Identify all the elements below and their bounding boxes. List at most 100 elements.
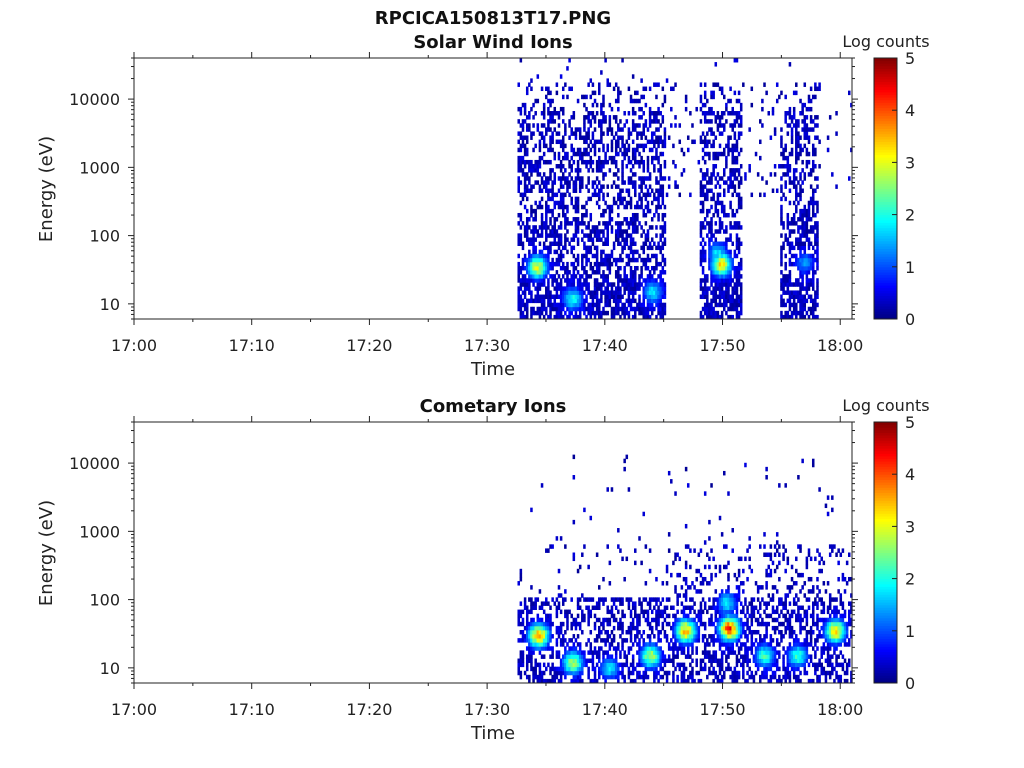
heatmap-cell [716,274,720,279]
heatmap-cell [572,245,576,251]
heatmap-cell [589,139,593,145]
heatmap-cell [634,188,637,193]
heatmap-cell [542,261,546,267]
heatmap-cell [549,544,552,549]
heatmap-cell [795,314,798,320]
heatmap-cell [521,290,525,295]
heatmap-cell [581,650,584,655]
heatmap-cell [689,564,692,570]
heatmap-cell [780,282,783,287]
heatmap-cell [646,290,650,295]
heatmap-cell [610,282,614,287]
heatmap-cell [612,613,616,619]
heatmap-cell [583,270,586,275]
heatmap-cell [644,86,648,92]
heatmap-cell [547,601,550,606]
heatmap-cell [574,625,578,631]
heatmap-cell [714,135,718,140]
heatmap-cell [534,629,537,635]
heatmap-cell [714,638,718,643]
heatmap-cell [521,629,525,635]
heatmap-cell [629,168,633,173]
heatmap-cell [583,306,586,312]
heatmap-cell [648,111,652,116]
heatmap-cell [547,298,550,304]
heatmap-cell [519,159,523,165]
heatmap-cell [659,164,662,169]
heatmap-cell [684,564,688,570]
heatmap-cell [572,204,576,210]
heatmap-cell [610,613,614,619]
heatmap-cell [784,155,787,161]
heatmap-cell [699,662,703,668]
heatmap-cell [583,147,586,153]
heatmap-cell [625,662,629,668]
heatmap-cell [811,119,815,124]
heatmap-cell [710,282,713,287]
heatmap-cell [750,605,754,610]
heatmap-cell [718,217,722,222]
colorbar-swatch [874,238,897,242]
heatmap-cell [729,221,732,226]
heatmap-cell [773,164,777,169]
heatmap-cells [517,58,853,320]
heatmap-cell [606,282,609,287]
heatmap-cell [708,106,711,112]
heatmap-cell [680,634,684,639]
heatmap-cell [528,674,531,680]
heatmap-cell [627,625,631,631]
heatmap-cell [680,172,684,177]
heatmap-cell [536,270,540,275]
heatmap-cell [642,212,646,218]
heatmap-cell [682,646,686,651]
heatmap-cell [799,217,802,222]
heatmap-cell [559,253,563,259]
heatmap-cell [650,310,654,316]
heatmap-cell [578,302,582,308]
heatmap-cell [646,155,650,161]
heatmap-cell [729,172,732,177]
heatmap-cell [737,135,741,140]
heatmap-cell [663,290,667,295]
heatmap-cell [805,208,809,214]
heatmap-cell [725,593,728,598]
heatmap-cell [523,302,527,308]
heatmap-cell [797,119,800,124]
heatmap-cell [750,102,754,108]
heatmap-cell [661,119,665,124]
heatmap-cell [627,253,631,259]
heatmap-cell [648,208,652,214]
heatmap-cell [545,233,548,238]
heatmap-cell [788,290,792,295]
heatmap-cell [528,282,531,287]
heatmap-cell [714,257,718,263]
heatmap-cell [614,654,618,659]
heatmap-cell [583,135,586,140]
heatmap-cell [811,94,815,100]
heatmap-cell [725,270,728,275]
heatmap-cell [589,302,593,308]
heatmap-cell [788,306,792,312]
heatmap-cell [525,654,529,659]
heatmap-cell [551,274,554,279]
heatmap-cell [574,674,578,680]
heatmap-cell [818,164,821,169]
heatmap-cell [525,90,529,96]
heatmap-cell [725,249,728,255]
heatmap-cell [623,458,626,464]
heatmap-cell [636,249,639,255]
heatmap-cell [608,265,612,271]
heatmap-cell [714,310,718,316]
heatmap-cell [657,621,660,627]
heatmap-cell [517,265,520,271]
heatmap-cell [782,192,785,198]
heatmap-cell [549,245,552,251]
heatmap-cell [731,609,734,615]
heatmap-cell [557,274,561,279]
heatmap-cell [581,302,584,308]
heatmap-cell [733,666,737,672]
heatmap-cell [545,306,548,312]
heatmap-cell [536,98,540,104]
heatmap-cell [691,629,694,635]
heatmap-cell [625,204,629,210]
